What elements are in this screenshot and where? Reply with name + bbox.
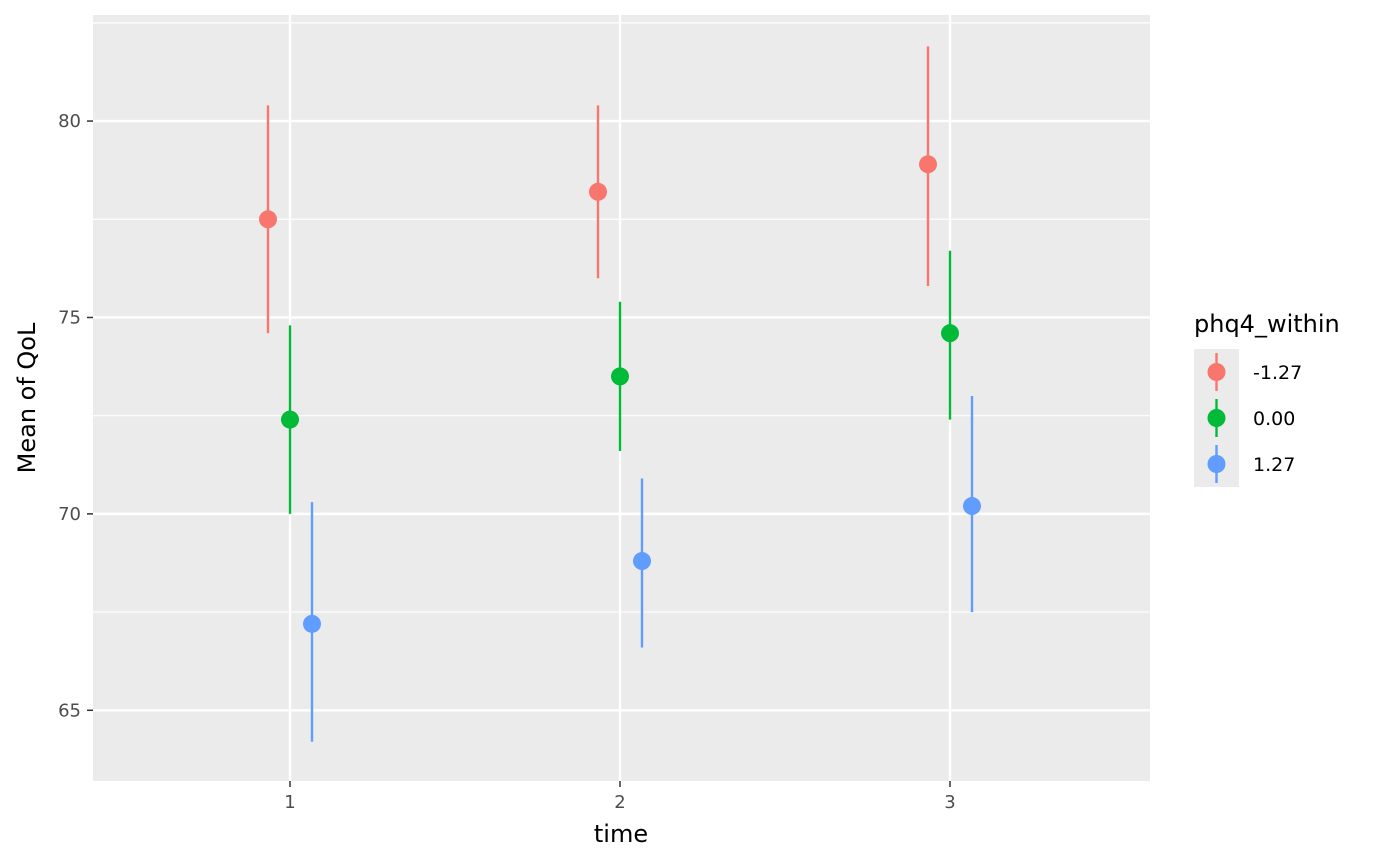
data-point: [259, 210, 277, 229]
y-tick-label: 70: [58, 504, 81, 525]
x-axis-title: time: [594, 820, 648, 848]
data-point: [963, 497, 981, 516]
data-point: [281, 410, 299, 429]
data-point: [633, 552, 651, 571]
plot-panel: [93, 15, 1150, 781]
y-tick-label: 65: [58, 700, 81, 721]
data-point: [941, 324, 959, 343]
axes: 65 70 75 80 1 2 3: [58, 111, 956, 813]
data-point: [303, 614, 321, 633]
legend-key-point: [1207, 363, 1226, 381]
legend-key-point: [1207, 409, 1226, 427]
data-point: [919, 155, 937, 174]
legend-key-point: [1207, 455, 1226, 473]
legend-label: 1.27: [1253, 454, 1295, 476]
y-axis-title: Mean of QoL: [13, 322, 41, 473]
y-tick-label: 75: [58, 307, 81, 328]
legend-label: 0.00: [1253, 408, 1295, 430]
x-tick-label: 2: [614, 792, 625, 813]
x-tick-label: 3: [944, 792, 955, 813]
legend-label: -1.27: [1253, 362, 1302, 384]
x-tick-label: 1: [284, 792, 295, 813]
legend-title: phq4_within: [1194, 310, 1340, 338]
data-marks: [259, 46, 981, 742]
legend: phq4_within -1.27 0.00 1.27: [1194, 310, 1340, 487]
y-tick-label: 80: [58, 111, 81, 132]
data-point: [589, 182, 607, 201]
data-point: [611, 367, 629, 386]
